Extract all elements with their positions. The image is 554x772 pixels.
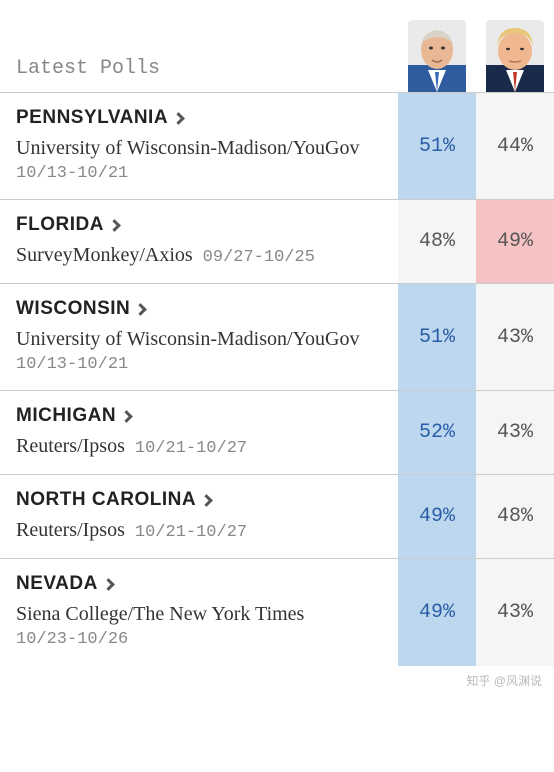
poll-row: NEVADA Siena College/The New York Times 10…: [0, 558, 554, 665]
chevron-right-icon: [172, 112, 185, 125]
chevron-right-icon: [134, 303, 147, 316]
date-range: 10/13-10/21: [16, 163, 388, 185]
trump-pct: 43%: [476, 391, 554, 474]
date-range: 09/27-10/25: [203, 248, 315, 267]
date-range: 10/21-10/27: [135, 523, 247, 542]
poll-row: NORTH CAROLINA Reuters/Ipsos 10/21-10/27 49…: [0, 474, 554, 558]
biden-pct: 48%: [398, 200, 476, 283]
source-text: University of Wisconsin-Madison/YouGov: [16, 137, 359, 159]
trump-pct: 48%: [476, 475, 554, 558]
state-label: FLORIDA: [16, 214, 104, 236]
state-link[interactable]: MICHIGAN: [16, 405, 131, 427]
date-range: 10/13-10/21: [16, 354, 388, 376]
trump-col-header: [476, 20, 554, 92]
chevron-right-icon: [102, 578, 115, 591]
poll-source: Reuters/Ipsos 10/21-10/27: [16, 433, 388, 460]
biden-pct: 52%: [398, 391, 476, 474]
poll-row: MICHIGAN Reuters/Ipsos 10/21-10/27 52%43%: [0, 390, 554, 474]
poll-row: FLORIDA SurveyMonkey/Axios 09/27-10/25 48%4…: [0, 199, 554, 283]
trump-pct: 43%: [476, 559, 554, 665]
state-label: PENNSYLVANIA: [16, 107, 168, 129]
biden-pct: 51%: [398, 284, 476, 390]
watermark: 知乎 @风渊说: [0, 666, 554, 695]
date-range: 10/23-10/26: [16, 629, 388, 651]
poll-source: Siena College/The New York Times 10/23-10…: [16, 601, 388, 651]
row-info: NORTH CAROLINA Reuters/Ipsos 10/21-10/27: [0, 475, 398, 558]
row-info: WISCONSIN University of Wisconsin-Madison…: [0, 284, 398, 390]
chevron-right-icon: [108, 219, 121, 232]
state-link[interactable]: WISCONSIN: [16, 298, 145, 320]
trump-pct: 43%: [476, 284, 554, 390]
title: Latest Polls: [16, 57, 398, 92]
source-text: Reuters/Ipsos: [16, 519, 125, 541]
biden-avatar: [408, 20, 466, 92]
state-label: NORTH CAROLINA: [16, 489, 196, 511]
poll-rows: PENNSYLVANIA University of Wisconsin-Madi…: [0, 92, 554, 666]
source-text: Reuters/Ipsos: [16, 435, 125, 457]
chevron-right-icon: [200, 494, 213, 507]
chevron-right-icon: [120, 410, 133, 423]
poll-source: University of Wisconsin-Madison/YouGov 10…: [16, 135, 388, 185]
row-info: NEVADA Siena College/The New York Times 10…: [0, 559, 398, 665]
poll-source: SurveyMonkey/Axios 09/27-10/25: [16, 242, 388, 269]
biden-pct: 49%: [398, 559, 476, 665]
row-info: FLORIDA SurveyMonkey/Axios 09/27-10/25: [0, 200, 398, 283]
biden-col-header: [398, 20, 476, 92]
trump-pct: 49%: [476, 200, 554, 283]
state-link[interactable]: FLORIDA: [16, 214, 119, 236]
state-link[interactable]: PENNSYLVANIA: [16, 107, 183, 129]
biden-pct: 49%: [398, 475, 476, 558]
poll-source: University of Wisconsin-Madison/YouGov 10…: [16, 326, 388, 376]
state-label: WISCONSIN: [16, 298, 130, 320]
trump-pct: 44%: [476, 93, 554, 199]
state-label: MICHIGAN: [16, 405, 116, 427]
state-label: NEVADA: [16, 573, 98, 595]
row-info: PENNSYLVANIA University of Wisconsin-Madi…: [0, 93, 398, 199]
source-text: SurveyMonkey/Axios: [16, 244, 193, 266]
state-link[interactable]: NEVADA: [16, 573, 113, 595]
poll-row: PENNSYLVANIA University of Wisconsin-Madi…: [0, 92, 554, 199]
date-range: 10/21-10/27: [135, 439, 247, 458]
row-info: MICHIGAN Reuters/Ipsos 10/21-10/27: [0, 391, 398, 474]
state-link[interactable]: NORTH CAROLINA: [16, 489, 211, 511]
biden-pct: 51%: [398, 93, 476, 199]
source-text: University of Wisconsin-Madison/YouGov: [16, 328, 359, 350]
trump-avatar: [486, 20, 544, 92]
source-text: Siena College/The New York Times: [16, 603, 304, 625]
table-header: Latest Polls: [0, 0, 554, 92]
poll-row: WISCONSIN University of Wisconsin-Madison…: [0, 283, 554, 390]
poll-source: Reuters/Ipsos 10/21-10/27: [16, 517, 388, 544]
